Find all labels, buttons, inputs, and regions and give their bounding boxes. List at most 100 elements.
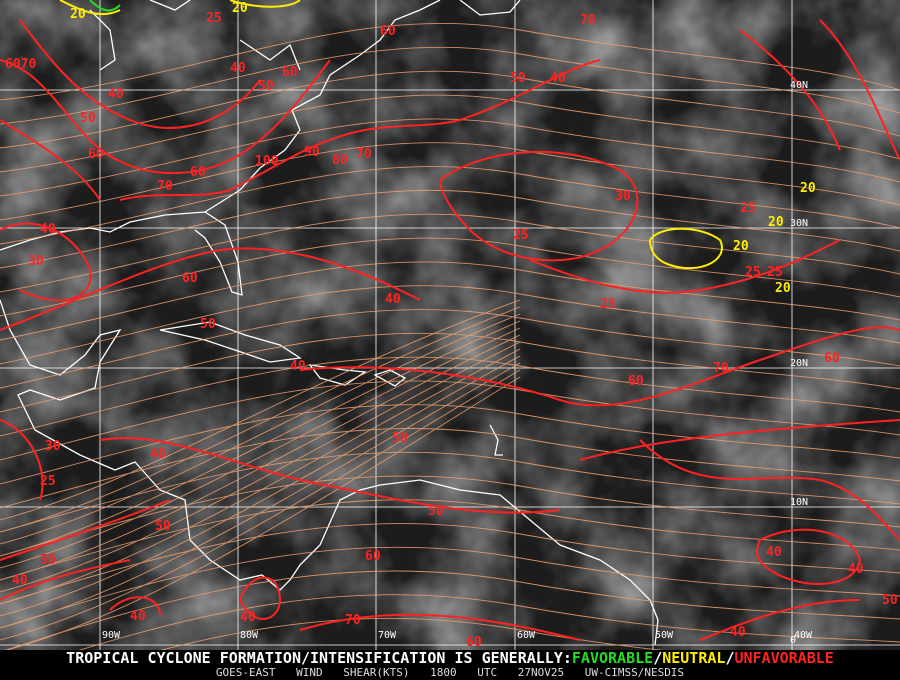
streamline [0, 355, 521, 617]
contour-label: 40 [108, 87, 124, 102]
shear-contour [699, 599, 861, 641]
shear-contour [819, 19, 900, 161]
shear-contour [529, 239, 841, 294]
contour-label: 40 [240, 610, 256, 625]
streamline [0, 213, 900, 293]
streamline [0, 70, 900, 149]
contour-label: 50 [258, 79, 274, 94]
streamline [0, 299, 521, 521]
streamline [0, 428, 900, 509]
coastlines [0, 0, 659, 646]
contour-label: 40 [150, 447, 166, 462]
contour-label: 25 [767, 265, 783, 280]
streamline [5, 376, 521, 650]
contour-label: 90 [304, 145, 320, 160]
contour-label: 40 [290, 359, 306, 374]
shear-contour [19, 19, 261, 129]
contour-label: 70 [580, 13, 596, 28]
contour-label: 30 [45, 439, 61, 454]
streamline [0, 334, 521, 581]
shear-contour [649, 227, 723, 270]
cloud-imagery [0, 0, 900, 650]
shear-contours [0, 0, 900, 641]
shear-contour [756, 528, 862, 585]
contour-label: 25 [513, 228, 529, 243]
shear-contour [0, 419, 44, 501]
shear-contour [0, 559, 131, 601]
latitude-label: 30N [790, 218, 808, 229]
source: UW-CIMSS/NESDIS [584, 666, 685, 679]
shear-contour [739, 29, 841, 151]
contour-label: 6070 [5, 57, 36, 72]
contour-label: 50 [40, 553, 56, 568]
contour-label: 40 [12, 573, 28, 588]
streamline [0, 118, 900, 197]
contour-label: 25 [600, 297, 616, 312]
streamline [0, 94, 900, 173]
contour-label: 40 [385, 292, 401, 307]
streamline [0, 237, 900, 317]
longitude-label: 50W [655, 630, 674, 641]
contour-label: 70 [356, 147, 372, 162]
streamline [0, 369, 521, 641]
contour-label: 70 [157, 179, 173, 194]
streamline [0, 475, 900, 557]
streamline [0, 380, 900, 461]
streamline [0, 362, 521, 629]
shear-contour [0, 222, 92, 302]
contour-label: 70 [713, 361, 729, 376]
contour-label: 60 [466, 635, 482, 650]
contour-label: 20 [775, 281, 791, 296]
streamline [0, 166, 900, 245]
streamline [0, 285, 900, 365]
product-name: GOES-EAST WIND SHEAR(KTS) [215, 666, 410, 679]
streamline [78, 594, 900, 650]
contour-label: 50 [392, 431, 408, 446]
latitude-label: 0 [790, 635, 796, 646]
contour-label: 60 [282, 65, 298, 80]
contour-label: 20 [768, 215, 784, 230]
shear-contour [119, 59, 601, 201]
legend-footer: TROPICAL CYCLONE FORMATION/INTENSIFICATI… [0, 650, 900, 680]
shear-contour [0, 119, 101, 201]
longitude-label: 80W [240, 630, 259, 641]
contour-label: 50 [882, 593, 898, 608]
contour-label: 20 [232, 1, 248, 16]
streamline [0, 313, 521, 545]
contour-label: 80 [332, 153, 348, 168]
contour-label: 50 [200, 317, 216, 332]
separator: / [653, 649, 663, 667]
contour-label: 25 [206, 11, 222, 26]
streamline [0, 499, 900, 581]
streamline [0, 309, 900, 389]
contour-label: 60 [824, 351, 840, 366]
contour-label: 40 [230, 61, 246, 76]
product-info: GOES-EAST WIND SHEAR(KTS) 1800 UTC 27NOV… [0, 667, 900, 679]
streamline [0, 320, 521, 557]
streamline [0, 261, 900, 341]
streamlines [0, 22, 900, 650]
streamline [0, 22, 900, 101]
longitude-label: 70W [378, 630, 397, 641]
shear-contour [89, 0, 121, 12]
shear-contour [0, 59, 331, 175]
longitude-label: 90W [102, 630, 121, 641]
contour-label: 60 [182, 271, 198, 286]
valid-date: 27NOV25 [517, 666, 565, 679]
contour-label: 40 [130, 609, 146, 624]
contour-label: 25 [740, 201, 756, 216]
streamline [0, 523, 900, 605]
grid-labels: 90W 80W 70W 60W 50W 40W 40N 30N 20N 10N 0 [102, 80, 813, 646]
latitude-label: 40N [790, 80, 808, 91]
shear-contour [239, 576, 282, 620]
streamline [4, 570, 900, 650]
contour-label: 30 [28, 254, 44, 269]
streamline [0, 332, 900, 413]
contour-label: 25 [745, 265, 761, 280]
shear-contour [639, 439, 900, 541]
shear-contour [299, 613, 581, 641]
neutral-label: NEUTRAL [662, 649, 726, 667]
shear-contour [439, 150, 639, 262]
